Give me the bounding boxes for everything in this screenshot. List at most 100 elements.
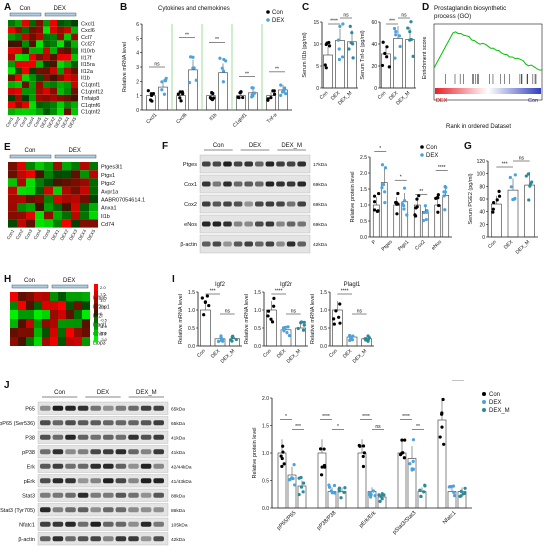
- group-label-con: Con: [24, 278, 35, 284]
- chart-title-line2: process (GO): [434, 13, 471, 20]
- tag-con: Con: [528, 98, 538, 104]
- x-tick-label: Tnf-α: [266, 112, 279, 125]
- y-tick-label: 0.5: [188, 326, 195, 332]
- heatmap-cell: [62, 203, 71, 212]
- blot-name: pP65 (Ser536): [0, 421, 35, 427]
- data-point: [200, 296, 204, 300]
- blot-band: [103, 521, 114, 527]
- heatmap-cell: [50, 40, 57, 48]
- heatmap-cell: [50, 26, 57, 34]
- y-tick-label: 0.0: [254, 344, 261, 350]
- blot-band: [65, 492, 76, 498]
- blot-band: [103, 463, 114, 469]
- chart-f: Con DEX DEX_M Ptges 17kDa Cox1 69kDa Cox2 69kDa e…: [180, 143, 452, 254]
- colorbar-step: [94, 310, 98, 317]
- data-point: [299, 320, 304, 324]
- heatmap-cell: [26, 162, 35, 171]
- blot-band: [297, 241, 306, 247]
- data-point: [160, 88, 164, 92]
- blot-band: [202, 221, 211, 227]
- data-point: [402, 207, 406, 211]
- heatmap-cell: [82, 292, 90, 301]
- sample-label: DEX1: [50, 228, 60, 241]
- y-tick-label: 1.0: [360, 203, 367, 209]
- blot-band: [140, 449, 152, 455]
- data-point: [394, 200, 398, 205]
- blot-band: [202, 201, 211, 207]
- heatmap-cell: [50, 81, 57, 88]
- y-tick-label: 2.5: [360, 155, 367, 161]
- data-point: [367, 492, 371, 497]
- heatmap-cell: [18, 292, 26, 301]
- colorbar-step: [94, 303, 98, 310]
- x-tick-label: Con: [487, 239, 498, 250]
- heatmap-cell: [62, 170, 71, 179]
- plot-frame: [433, 23, 543, 101]
- data-point: [438, 435, 442, 439]
- group-label-dex: DEX: [63, 278, 75, 284]
- sig-label: **: [245, 71, 249, 77]
- blot-band: [128, 507, 139, 513]
- data-point: [492, 201, 496, 205]
- y-tick-label: 40: [371, 42, 377, 48]
- heatmap-cell: [10, 310, 18, 319]
- blot-band: [52, 449, 64, 455]
- data-point: [393, 56, 397, 60]
- heatmap-cell: [43, 101, 50, 109]
- heatmap-cell: [15, 54, 22, 61]
- bar: [405, 39, 415, 89]
- x-tick-label: Con: [262, 348, 273, 359]
- y-tick-label: 5: [136, 36, 139, 42]
- data-point: [528, 184, 532, 188]
- blot-band: [52, 536, 64, 542]
- data-point: [230, 334, 235, 339]
- sig-label: ns: [519, 156, 525, 162]
- heatmap-cell: [89, 203, 98, 212]
- heatmap-cell: [29, 81, 36, 88]
- blot-band: [140, 536, 152, 542]
- heatmap-cell: [26, 328, 34, 337]
- data-point: [281, 444, 285, 448]
- blot-band: [140, 507, 152, 513]
- y-tick-label: 0: [374, 86, 377, 92]
- blot-band: [276, 181, 285, 187]
- data-point: [351, 56, 355, 60]
- sig-label: *: [285, 414, 287, 420]
- data-point: [210, 90, 214, 95]
- data-point: [424, 217, 428, 222]
- sample-label: DEX4: [77, 228, 87, 241]
- heatmap-cell: [8, 54, 15, 61]
- x-tick-label: Con: [319, 90, 330, 101]
- blot-name: β-actin: [18, 537, 35, 543]
- data-point: [334, 309, 338, 313]
- data-point: [251, 86, 255, 90]
- heatmap-cell: [29, 33, 36, 41]
- heatmap-cell: [80, 170, 89, 179]
- blot-group-label: Con: [213, 143, 224, 149]
- y-axis-label: Relative mRNA level: [310, 294, 316, 344]
- heatmap-cell: [74, 337, 82, 346]
- heatmap-cell: [58, 337, 66, 346]
- heatmap-cell: [36, 101, 43, 109]
- sample-label: DEX3: [68, 228, 78, 241]
- panel-label: C: [302, 2, 310, 13]
- data-point: [266, 314, 270, 318]
- heatmap-cell: [8, 162, 17, 171]
- data-point: [402, 204, 406, 208]
- blot-band: [90, 405, 101, 411]
- heatmap-cell: [44, 203, 53, 212]
- heatmap-cell: [17, 203, 26, 212]
- data-point: [383, 190, 387, 194]
- legend-label: DEX: [489, 400, 501, 406]
- heatmap-cell: [8, 219, 17, 228]
- blot-band: [77, 507, 89, 513]
- data-point: [411, 459, 415, 464]
- x-tick-label: Cxcl6: [175, 112, 188, 125]
- bar: [434, 204, 442, 238]
- heatmap-cell: [50, 47, 57, 54]
- sig-label: **: [456, 380, 460, 381]
- bar: [397, 452, 407, 509]
- blot-band: [212, 161, 222, 167]
- group-bar-con: [9, 12, 42, 17]
- heatmap-cell: [35, 186, 44, 195]
